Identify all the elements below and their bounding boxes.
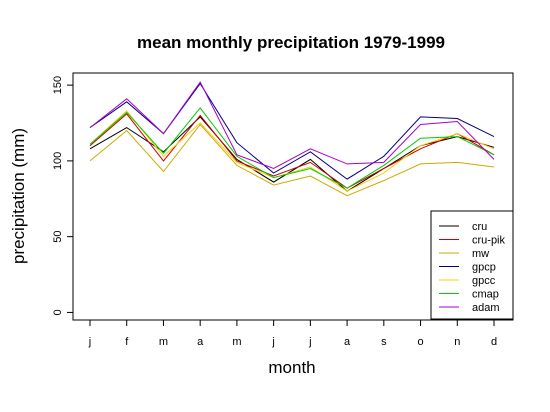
x-tick-label: o [417, 336, 423, 348]
x-tick-label: a [197, 336, 204, 348]
legend-label-gpcp: gpcp [472, 262, 496, 274]
y-axis-label: precipitation (mm) [9, 128, 28, 264]
y-tick-label: 150 [52, 76, 64, 94]
x-tick-label: j [308, 336, 311, 348]
series-line-gpcc [89, 110, 495, 192]
x-tick-label: j [88, 336, 91, 348]
x-tick-label: m [159, 336, 168, 348]
series-line-cmap [89, 107, 495, 189]
y-tick-label: 0 [52, 309, 64, 315]
x-tick-label: s [381, 336, 387, 348]
legend-label-cru-pik: cru-pik [472, 235, 506, 247]
chart-title: mean monthly precipitation 1979-1999 [137, 33, 445, 52]
legend-label-gpcc: gpcc [472, 275, 496, 287]
legend-label-cru: cru [472, 221, 487, 233]
x-tick-label: f [125, 336, 129, 348]
y-tick-label: 50 [52, 231, 64, 243]
x-tick-label: j [271, 336, 274, 348]
series-line-gpcp [89, 82, 495, 180]
series-line-mw [89, 123, 495, 197]
series-layer [89, 81, 495, 197]
legend-label-cmap: cmap [472, 289, 499, 301]
legend-label-mw: mw [472, 248, 489, 260]
legend-box [430, 210, 514, 320]
series-line-adam [89, 81, 495, 170]
x-tick-label: a [344, 336, 351, 348]
x-tick-label: m [232, 336, 241, 348]
x-axis-label: month [268, 358, 315, 377]
legend-label-adam: adam [472, 302, 500, 314]
x-tick-label: d [491, 336, 497, 348]
series-line-cru-pik [89, 113, 495, 189]
y-tick-label: 100 [52, 152, 64, 170]
x-tick-label: n [454, 336, 460, 348]
plot-frame [72, 72, 514, 321]
y-axis: 0 50 100 150 [52, 76, 73, 315]
